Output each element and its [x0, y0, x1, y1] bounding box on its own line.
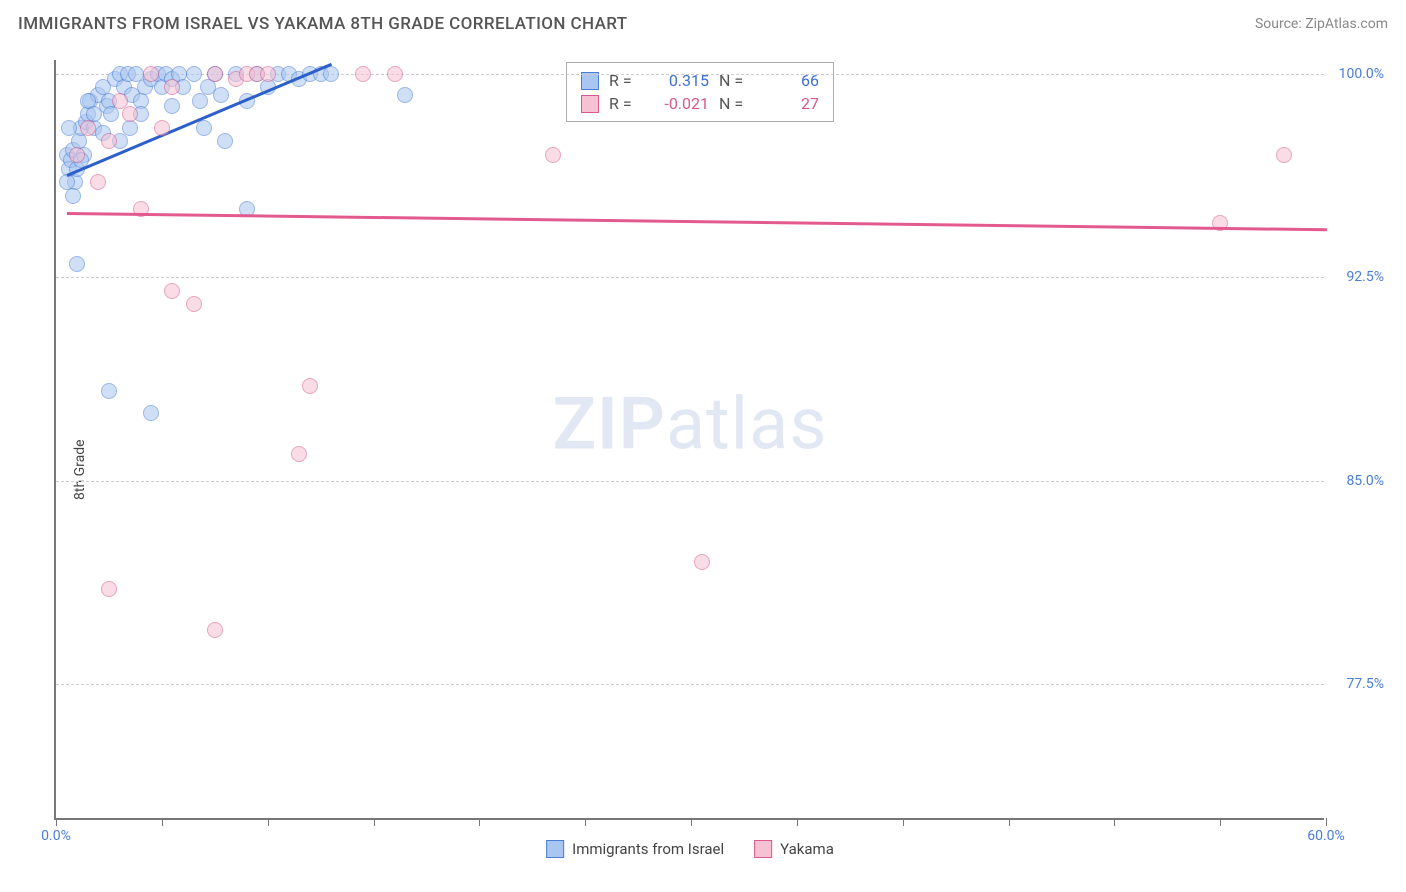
ytick-label: 100.0% [1339, 66, 1384, 82]
scatter-point [192, 93, 208, 109]
scatter-point [302, 378, 318, 394]
scatter-point [397, 87, 413, 103]
n-value-series2: 27 [759, 94, 819, 113]
scatter-point [61, 120, 77, 136]
xtick [1114, 818, 1115, 826]
scatter-point [196, 120, 212, 136]
ytick-label: 77.5% [1346, 676, 1384, 692]
scatter-point [154, 120, 170, 136]
xtick-label: 0.0% [41, 828, 71, 844]
xtick [1009, 818, 1010, 826]
xtick [1326, 818, 1327, 826]
gridline-y [56, 277, 1324, 278]
gridline-y [56, 684, 1324, 685]
stats-legend-box: R = 0.315 N = 66 R = -0.021 N = 27 [566, 62, 834, 122]
scatter-point [65, 188, 81, 204]
scatter-plot: ZIPatlas R = 0.315 N = 66 R = -0.021 N =… [54, 60, 1324, 820]
legend-item-series2: Yakama [754, 840, 834, 858]
scatter-point [1276, 147, 1292, 163]
xtick [268, 818, 269, 826]
scatter-point [217, 133, 233, 149]
legend-swatch-series1 [546, 840, 564, 858]
scatter-point [143, 405, 159, 421]
scatter-point [69, 256, 85, 272]
xtick [374, 818, 375, 826]
swatch-series2 [581, 95, 599, 113]
xtick-label: 60.0% [1307, 828, 1345, 844]
scatter-point [80, 120, 96, 136]
scatter-point [164, 98, 180, 114]
scatter-point [112, 93, 128, 109]
chart-source: Source: ZipAtlas.com [1255, 16, 1388, 32]
xtick [56, 818, 57, 826]
scatter-point [186, 296, 202, 312]
xtick [162, 818, 163, 826]
legend-swatch-series2 [754, 840, 772, 858]
scatter-point [213, 87, 229, 103]
scatter-point [207, 66, 223, 82]
scatter-point [101, 581, 117, 597]
xtick [585, 818, 586, 826]
legend-item-series1: Immigrants from Israel [546, 840, 724, 858]
scatter-point [164, 283, 180, 299]
xtick [903, 818, 904, 826]
xtick [479, 818, 480, 826]
xtick [1220, 818, 1221, 826]
scatter-point [694, 554, 710, 570]
scatter-point [186, 66, 202, 82]
xtick [691, 818, 692, 826]
trend-line-series2 [67, 212, 1326, 231]
ytick-label: 92.5% [1346, 269, 1384, 285]
scatter-point [207, 622, 223, 638]
gridline-y [56, 481, 1324, 482]
stats-row-series1: R = 0.315 N = 66 [581, 69, 819, 92]
scatter-point [101, 383, 117, 399]
scatter-point [355, 66, 371, 82]
chart-title: IMMIGRANTS FROM ISRAEL VS YAKAMA 8TH GRA… [18, 14, 628, 34]
r-value-series2: -0.021 [649, 94, 709, 113]
scatter-point [103, 106, 119, 122]
scatter-point [69, 147, 85, 163]
scatter-point [101, 133, 117, 149]
scatter-point [387, 66, 403, 82]
chart-container: 8th Grade ZIPatlas R = 0.315 N = 66 R = … [54, 60, 1384, 820]
scatter-point [164, 79, 180, 95]
scatter-point [90, 174, 106, 190]
scatter-point [122, 106, 138, 122]
scatter-point [545, 147, 561, 163]
legend-bottom: Immigrants from Israel Yakama [546, 840, 834, 858]
xtick [797, 818, 798, 826]
ytick-label: 85.0% [1346, 473, 1384, 489]
scatter-point [143, 66, 159, 82]
stats-row-series2: R = -0.021 N = 27 [581, 92, 819, 115]
scatter-point [260, 66, 276, 82]
watermark: ZIPatlas [552, 381, 827, 466]
scatter-point [291, 446, 307, 462]
